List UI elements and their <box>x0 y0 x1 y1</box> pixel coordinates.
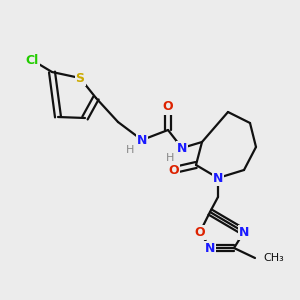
Text: H: H <box>126 145 134 155</box>
Text: CH₃: CH₃ <box>263 253 284 263</box>
Text: O: O <box>169 164 179 176</box>
Text: N: N <box>205 242 215 254</box>
Text: S: S <box>76 71 85 85</box>
Text: N: N <box>239 226 249 238</box>
Text: H: H <box>166 153 174 163</box>
Text: Cl: Cl <box>26 53 39 67</box>
Text: O: O <box>195 226 205 238</box>
Text: N: N <box>137 134 147 146</box>
Text: O: O <box>163 100 173 113</box>
Text: N: N <box>213 172 223 184</box>
Text: N: N <box>177 142 187 154</box>
